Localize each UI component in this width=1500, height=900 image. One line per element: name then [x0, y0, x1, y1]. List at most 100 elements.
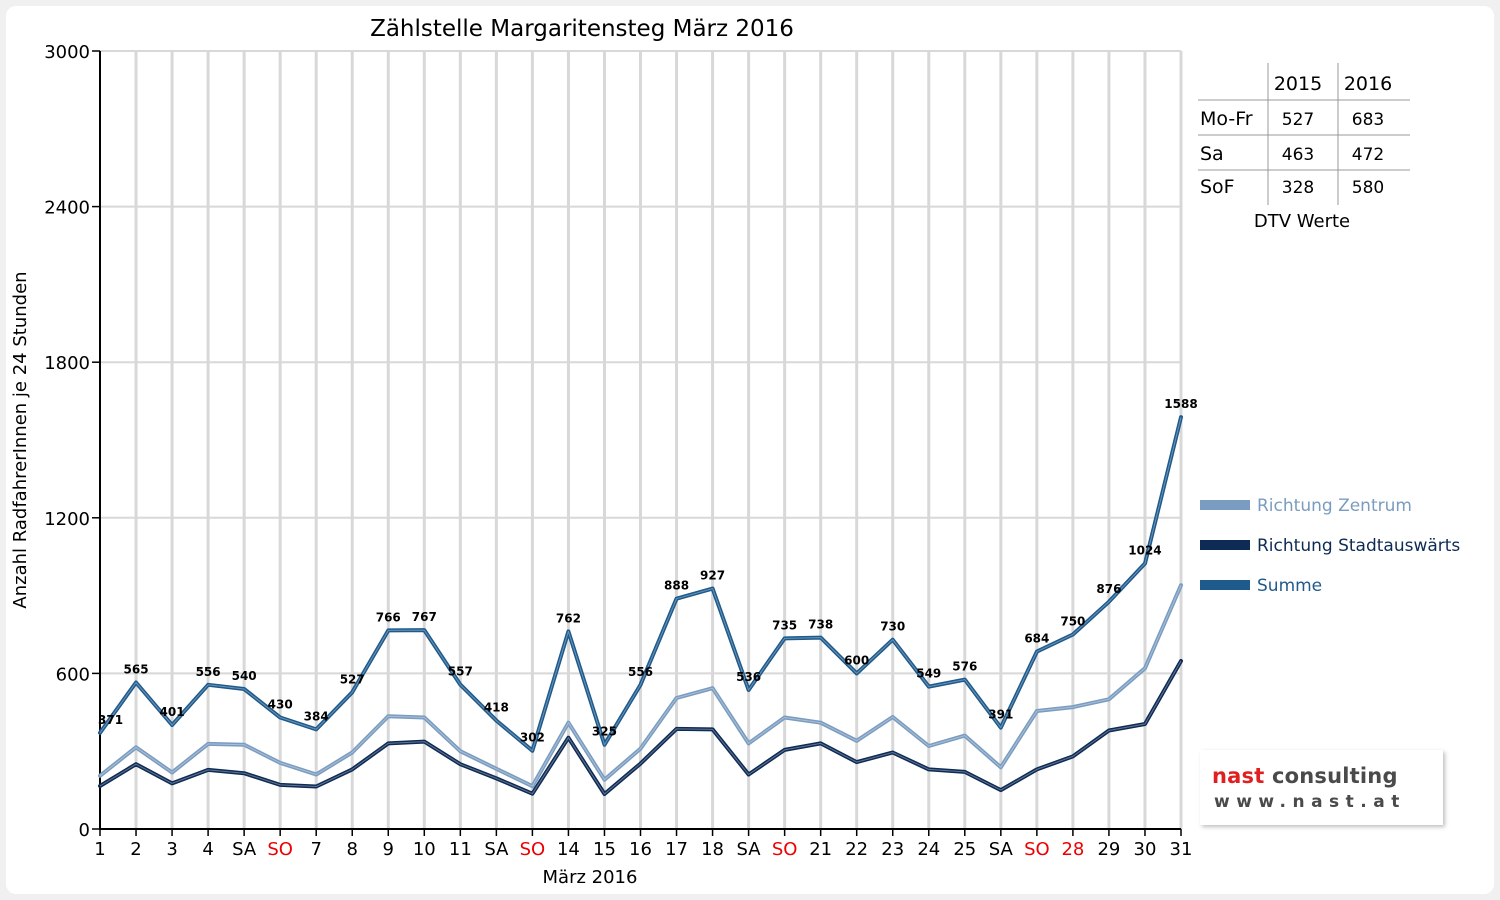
- x-tick-label: 17: [665, 839, 688, 860]
- data-label: 540: [232, 669, 257, 683]
- x-tick-label: 28: [1061, 839, 1084, 860]
- legend: Richtung Zentrum Richtung Stadtauswärts Su…: [1200, 496, 1460, 596]
- table-cell: Sa: [1200, 143, 1224, 165]
- y-tick-label: 1200: [44, 509, 90, 530]
- x-tick-label: 11: [449, 839, 472, 860]
- y-axis-label: Anzahl RadfahrerInnen je 24 Stunden: [10, 271, 31, 608]
- chart-title: Zählstelle Margaritensteg März 2016: [370, 16, 794, 42]
- data-label: 549: [916, 667, 941, 681]
- x-tick-label: 2: [130, 839, 141, 860]
- x-tick-label: 14: [557, 839, 580, 860]
- series-line-0: [98, 583, 1183, 789]
- series-line-2: [98, 415, 1183, 753]
- data-label: 750: [1060, 615, 1085, 629]
- y-tick-label: 0: [79, 820, 90, 841]
- x-tick-label: SO: [1024, 839, 1050, 860]
- data-label: 556: [196, 665, 221, 679]
- data-label: 762: [556, 611, 581, 625]
- axes: [92, 50, 1182, 836]
- legend-label: Richtung Zentrum: [1257, 496, 1412, 516]
- table-cell: 328: [1282, 178, 1314, 198]
- data-label: 1024: [1128, 543, 1161, 557]
- data-labels: 371 565 401 556 540 430 384 527 766 767 557 418 302 7…: [98, 397, 1198, 745]
- x-tick-label: SO: [772, 839, 798, 860]
- x-axis-label: März 2016: [543, 867, 638, 888]
- data-label: 302: [520, 731, 545, 745]
- y-tick-label: 3000: [44, 42, 90, 63]
- data-label: 600: [844, 653, 869, 667]
- x-tick-label: 1: [94, 839, 105, 860]
- data-label: 1588: [1164, 397, 1197, 411]
- data-label: 401: [160, 705, 185, 719]
- table-cell: 683: [1352, 110, 1384, 130]
- x-tick-label: 7: [310, 839, 321, 860]
- data-label: 565: [124, 662, 149, 676]
- series-layer: [98, 415, 1183, 796]
- legend-swatch: [1200, 540, 1250, 550]
- x-tick-label: 18: [701, 839, 724, 860]
- x-tick-label: 25: [953, 839, 976, 860]
- data-label: 430: [268, 697, 293, 711]
- table-caption: DTV Werte: [1254, 211, 1350, 232]
- legend-label: Summe: [1257, 576, 1322, 596]
- y-tick-label: 600: [56, 664, 90, 685]
- legend-swatch: [1200, 500, 1250, 510]
- x-tick-label: SA: [232, 839, 257, 860]
- data-label: 384: [304, 709, 329, 723]
- x-tick-label: 4: [202, 839, 213, 860]
- data-label: 536: [736, 670, 761, 684]
- data-label: 730: [880, 620, 905, 634]
- table-cell: Mo-Fr: [1200, 108, 1253, 130]
- data-label: 556: [628, 665, 653, 679]
- x-tick-label: 8: [347, 839, 358, 860]
- logo-url: www.nast.at: [1214, 792, 1406, 812]
- table-cell: 580: [1352, 178, 1384, 198]
- legend-swatch: [1200, 580, 1250, 590]
- data-label: 418: [484, 701, 509, 715]
- nast-consulting-logo: nast consulting www.nast.at: [1200, 750, 1443, 825]
- series-highlight-0: [99, 585, 1182, 787]
- data-label: 876: [1096, 582, 1121, 596]
- x-tick-label: SA: [484, 839, 509, 860]
- table-header: 2016: [1344, 73, 1392, 95]
- x-tick-label: SO: [267, 839, 293, 860]
- data-label: 371: [98, 713, 123, 727]
- x-tick-label: 9: [383, 839, 394, 860]
- x-tick-label: SO: [520, 839, 546, 860]
- data-label: 557: [448, 665, 473, 679]
- table-cell: 463: [1282, 145, 1314, 165]
- data-label: 767: [412, 610, 437, 624]
- x-tick-label: SA: [989, 839, 1014, 860]
- x-tick-label: 29: [1097, 839, 1120, 860]
- table-header: 2015: [1274, 73, 1322, 95]
- series-line-1: [98, 659, 1183, 796]
- x-tick-label: 23: [881, 839, 904, 860]
- data-label: 325: [592, 725, 617, 739]
- table-cell: 472: [1352, 145, 1384, 165]
- data-label: 576: [952, 660, 977, 674]
- series-highlight-2: [99, 417, 1182, 752]
- x-tick-label: 24: [917, 839, 940, 860]
- dtv-table: 2015 2016 Mo-Fr 527 683 Sa 463 472 SoF 328 580DTV …: [1198, 63, 1410, 232]
- data-label: 527: [340, 672, 365, 686]
- data-label: 391: [988, 708, 1013, 722]
- x-tick-label: 21: [809, 839, 832, 860]
- data-label: 927: [700, 569, 725, 583]
- data-label: 735: [772, 618, 797, 632]
- x-tick-label: 10: [413, 839, 436, 860]
- data-label: 766: [376, 610, 401, 624]
- y-tick-label: 2400: [44, 198, 90, 219]
- logo-word-consulting: consulting: [1264, 764, 1398, 788]
- grid: [100, 50, 1183, 829]
- y-tick-label: 1800: [44, 353, 90, 374]
- x-tick-label: 15: [593, 839, 616, 860]
- series-highlight-1: [99, 660, 1182, 795]
- legend-label: Richtung Stadtauswärts: [1257, 536, 1460, 556]
- x-tick-label: 31: [1170, 839, 1193, 860]
- x-tick-label: 22: [845, 839, 868, 860]
- x-tick-label: 3: [166, 839, 177, 860]
- data-label: 738: [808, 618, 833, 632]
- table-cell: 527: [1282, 110, 1314, 130]
